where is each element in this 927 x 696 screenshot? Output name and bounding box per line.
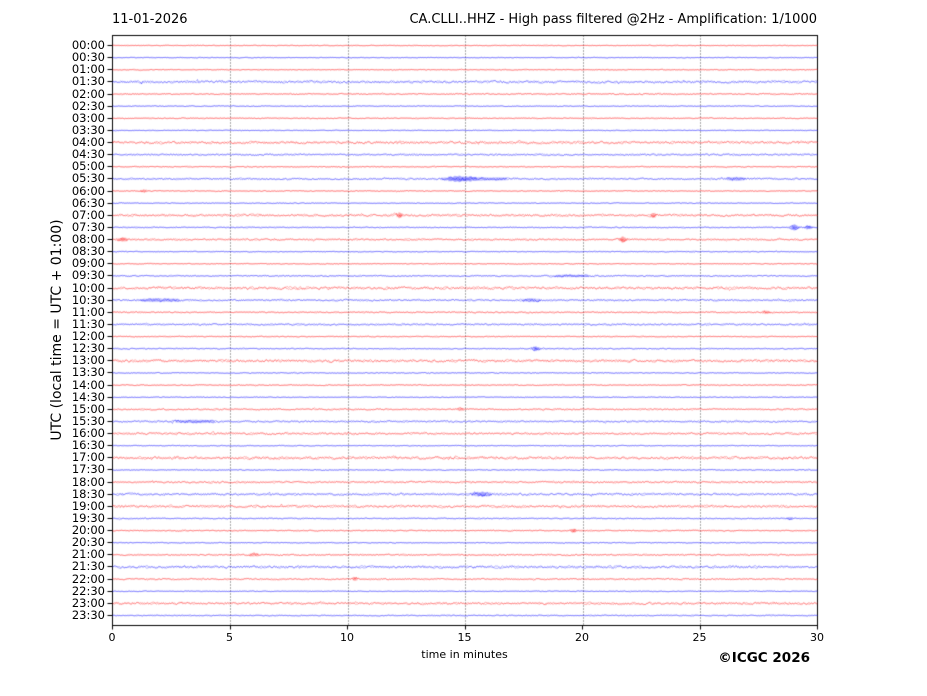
y-tick-label: 16:30 (71, 438, 105, 453)
y-tick-label: 06:00 (71, 183, 105, 198)
y-tick-label: 00:00 (71, 38, 105, 52)
y-tick-label: 11:30 (71, 316, 105, 331)
y-tick-label: 09:30 (71, 268, 105, 283)
y-tick-label: 08:00 (71, 232, 105, 247)
y-tick-label: 02:00 (71, 86, 105, 101)
x-tick-label: 30 (810, 631, 824, 644)
y-tick-label: 15:00 (71, 401, 105, 416)
y-tick-label: 18:00 (71, 474, 105, 489)
y-tick-label: 12:30 (71, 341, 105, 356)
plot-title: CA.CLLI..HHZ - High pass filtered @2Hz -… (409, 12, 817, 27)
y-tick-label: 08:30 (71, 244, 105, 259)
y-tick-label: 12:00 (71, 329, 105, 344)
y-tick-label: 21:30 (71, 559, 105, 574)
y-tick-label: 04:30 (71, 147, 105, 162)
y-tick-label: 19:00 (71, 498, 105, 513)
y-tick-label: 09:00 (71, 256, 105, 271)
y-tick-label: 22:30 (71, 583, 105, 598)
y-tick-label: 06:30 (71, 195, 105, 210)
y-tick-label: 20:00 (71, 523, 105, 538)
y-tick-label: 22:00 (71, 571, 105, 586)
y-tick-label: 14:30 (71, 389, 105, 404)
date-label: 11-01-2026 (112, 12, 188, 27)
y-tick-label: 07:00 (71, 207, 105, 222)
y-tick-label: 19:30 (71, 510, 105, 525)
y-tick-label: 02:30 (71, 98, 105, 113)
y-tick-label: 17:00 (71, 450, 105, 465)
y-tick-label: 07:30 (71, 219, 105, 234)
y-tick-label: 23:30 (71, 608, 105, 622)
y-tick-label: 10:00 (71, 280, 105, 295)
y-tick-label: 23:00 (71, 595, 105, 610)
y-tick-label: 17:30 (71, 462, 105, 477)
y-tick-label: 18:30 (71, 486, 105, 501)
y-tick-label: 04:00 (71, 135, 105, 150)
y-tick-label: 00:30 (71, 50, 105, 65)
y-tick-label: 11:00 (71, 304, 105, 319)
x-tick-label: 20 (575, 631, 589, 644)
y-tick-label: 03:30 (71, 122, 105, 137)
y-tick-label: 13:00 (71, 353, 105, 368)
x-tick-label: 0 (108, 631, 116, 644)
x-tick-label: 15 (457, 631, 472, 644)
y-tick-label: 20:30 (71, 535, 105, 550)
y-tick-label: 05:00 (71, 159, 105, 174)
y-tick-label: 05:30 (71, 171, 105, 186)
y-tick-label: 13:30 (71, 365, 105, 380)
y-tick-label: 01:00 (71, 62, 105, 77)
y-tick-label: 14:00 (71, 377, 105, 392)
x-axis-label: time in minutes (421, 648, 508, 661)
x-tick-label: 25 (692, 631, 707, 644)
y-tick-label: 15:30 (71, 413, 105, 428)
y-tick-label: 16:00 (71, 426, 105, 441)
x-tick-label: 5 (226, 631, 233, 644)
y-tick-label: 03:00 (71, 110, 105, 125)
y-tick-label: 01:30 (71, 74, 105, 89)
y-tick-label: 21:00 (71, 547, 105, 562)
x-tick-label: 10 (340, 631, 354, 644)
y-tick-label: 10:30 (71, 292, 105, 307)
copyright-label: ©ICGC 2026 (718, 650, 810, 666)
